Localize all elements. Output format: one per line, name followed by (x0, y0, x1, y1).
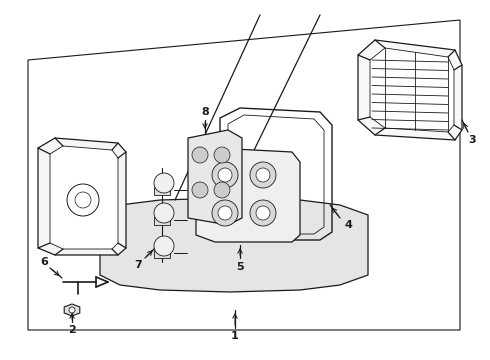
Circle shape (154, 236, 174, 256)
Text: 8: 8 (201, 107, 209, 117)
Circle shape (154, 203, 174, 223)
Circle shape (218, 206, 232, 220)
Bar (154, 187, 170, 195)
Polygon shape (50, 146, 118, 249)
Text: 4: 4 (344, 220, 352, 230)
Circle shape (154, 173, 174, 193)
Circle shape (218, 168, 232, 182)
Circle shape (214, 182, 230, 198)
Circle shape (69, 307, 75, 313)
Circle shape (212, 200, 238, 226)
Polygon shape (38, 138, 126, 255)
Polygon shape (196, 148, 300, 242)
Text: 5: 5 (236, 262, 244, 272)
Text: 1: 1 (231, 331, 239, 341)
Ellipse shape (100, 206, 360, 291)
Polygon shape (100, 198, 368, 292)
Text: 3: 3 (468, 135, 476, 145)
Circle shape (214, 147, 230, 163)
Circle shape (192, 147, 208, 163)
Circle shape (256, 206, 270, 220)
Circle shape (250, 200, 276, 226)
Text: 7: 7 (134, 260, 142, 270)
Text: 6: 6 (40, 257, 48, 267)
Circle shape (192, 182, 208, 198)
Polygon shape (64, 304, 80, 316)
Text: 2: 2 (68, 325, 76, 335)
Polygon shape (370, 48, 454, 132)
Polygon shape (188, 130, 242, 225)
Circle shape (250, 162, 276, 188)
Circle shape (256, 168, 270, 182)
Polygon shape (358, 40, 462, 140)
Circle shape (212, 162, 238, 188)
Bar (154, 217, 170, 225)
Bar (154, 250, 170, 258)
